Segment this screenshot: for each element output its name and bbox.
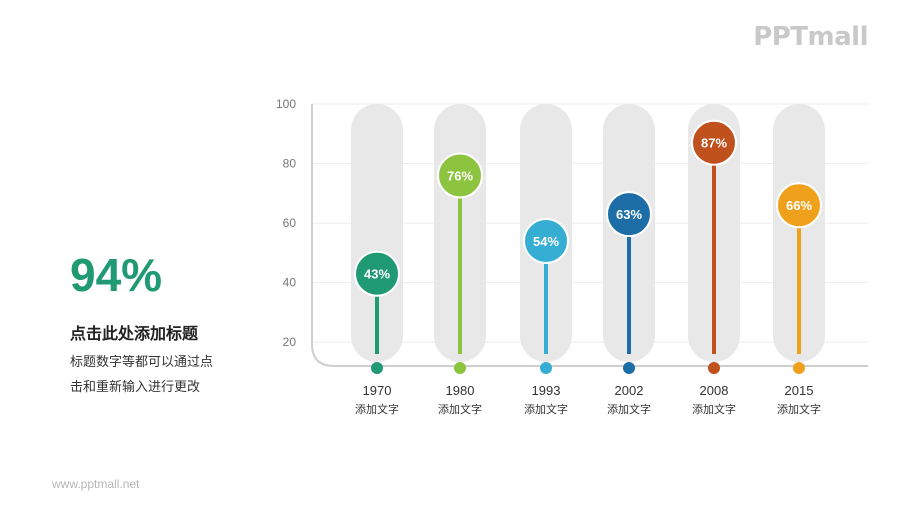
value-bubble bbox=[437, 152, 483, 199]
category-sublabel: 添加文字 bbox=[355, 402, 399, 416]
bar-tracks bbox=[351, 104, 825, 362]
category-label: 1993 bbox=[532, 383, 561, 398]
y-tick-label: 100 bbox=[276, 97, 296, 111]
value-bubble bbox=[776, 182, 822, 229]
lollipop-1980: 76% bbox=[437, 152, 483, 374]
category-label: 1980 bbox=[446, 383, 475, 398]
category-sublabel: 添加文字 bbox=[524, 402, 568, 416]
value-label: 43% bbox=[364, 267, 390, 282]
value-bubble bbox=[354, 250, 400, 297]
x-category-labels: 1970 添加文字 1980 添加文字 1993 添加文字 2002 添加文字 2008 添加文字… bbox=[355, 383, 821, 416]
axes bbox=[311, 104, 868, 367]
category-label: 2002 bbox=[615, 383, 644, 398]
side-description-line-2: 击和重新输入进行更改 bbox=[70, 380, 201, 395]
lollipop-2015: 66% bbox=[776, 182, 822, 374]
base-dot bbox=[793, 362, 805, 374]
y-tick-label: 40 bbox=[283, 276, 297, 290]
y-tick-labels: 20 40 60 80 100 bbox=[276, 97, 296, 349]
highlight-percentage: 94% bbox=[70, 249, 163, 301]
y-tick-label: 20 bbox=[283, 335, 297, 349]
axis-line bbox=[311, 104, 868, 367]
category-sublabel: 添加文字 bbox=[607, 402, 651, 416]
y-tick-label: 60 bbox=[283, 216, 297, 230]
side-title: 点击此处添加标题 bbox=[70, 324, 199, 343]
category-label: 2015 bbox=[785, 383, 814, 398]
lollipop-1993: 54% bbox=[523, 217, 569, 374]
category-sublabel: 添加文字 bbox=[438, 402, 482, 416]
footer-url: www.pptmall.net bbox=[52, 477, 140, 491]
category-sublabel: 添加文字 bbox=[692, 402, 736, 416]
side-description-line-1: 标题数字等都可以通过点 bbox=[70, 355, 214, 370]
y-tick-label: 80 bbox=[283, 157, 297, 171]
lollipop-1970: 43% bbox=[354, 250, 400, 374]
lollipop-2002: 63% bbox=[606, 191, 652, 374]
data-marks: 43% 76% 54% 63% 87% 66% bbox=[354, 119, 822, 374]
value-label: 66% bbox=[786, 198, 812, 213]
base-dot bbox=[623, 362, 635, 374]
value-label: 63% bbox=[616, 207, 642, 222]
category-label: 1970 bbox=[363, 383, 392, 398]
side-description: 标题数字等都可以通过点 击和重新输入进行更改 bbox=[70, 350, 260, 400]
category-label: 2008 bbox=[700, 383, 729, 398]
value-bubble bbox=[606, 191, 652, 238]
pptmall-logo: PPTmall bbox=[753, 22, 868, 52]
track-1970 bbox=[351, 104, 403, 362]
base-dot bbox=[540, 362, 552, 374]
base-dot bbox=[371, 362, 383, 374]
value-label: 54% bbox=[533, 234, 559, 249]
lollipop-2008: 87% bbox=[691, 119, 737, 374]
value-label: 76% bbox=[447, 168, 473, 183]
value-bubble bbox=[523, 217, 569, 264]
value-label: 87% bbox=[701, 136, 727, 151]
category-sublabel: 添加文字 bbox=[777, 402, 821, 416]
base-dot bbox=[708, 362, 720, 374]
base-dot bbox=[454, 362, 466, 374]
value-bubble bbox=[691, 119, 737, 166]
